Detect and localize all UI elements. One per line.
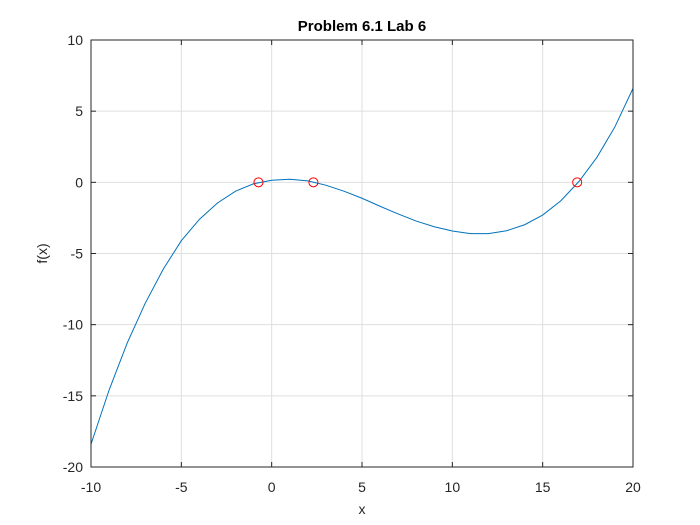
x-tick-label: 0: [268, 479, 276, 495]
root-marker: [308, 177, 319, 188]
x-tick-label: -10: [81, 479, 101, 495]
data-lines: [90, 88, 634, 445]
data-markers: [253, 177, 583, 188]
y-tick-label: -5: [71, 246, 84, 262]
x-tick-label: 20: [625, 479, 641, 495]
y-axis-label: f(x): [34, 243, 50, 263]
x-tick-label: 15: [535, 479, 551, 495]
y-tick-labels: -20 -15 -10 -5 0 5 10: [63, 32, 83, 475]
y-tick-label: 0: [75, 174, 83, 190]
x-axis-label: x: [359, 501, 366, 517]
x-tick-label: 10: [445, 479, 461, 495]
y-tick-label: 10: [67, 32, 83, 48]
x-tick-label: -5: [175, 479, 188, 495]
y-tick-label: -10: [63, 317, 83, 333]
root-marker: [572, 177, 583, 188]
x-tick-labels: -10 -5 0 5 10 15 20: [81, 479, 641, 495]
y-tick-label: -20: [63, 459, 83, 475]
x-tick-label: 5: [358, 479, 366, 495]
y-tick-label: 5: [75, 103, 83, 119]
y-tick-label: -15: [63, 388, 83, 404]
chart-title: Problem 6.1 Lab 6: [298, 18, 426, 35]
root-marker: [253, 177, 264, 188]
tick-marks: [90, 39, 634, 468]
curve-f-of-x: [90, 88, 634, 445]
